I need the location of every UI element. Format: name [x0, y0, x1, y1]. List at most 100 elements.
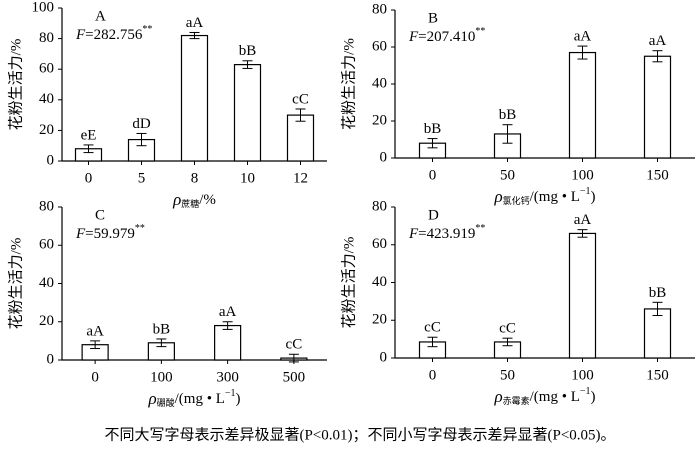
bar — [643, 308, 672, 359]
significance-label: bB — [153, 321, 171, 337]
bar — [214, 324, 242, 361]
stat-sup: ** — [142, 24, 152, 35]
x-label-sub: 氯化钙 — [503, 195, 530, 206]
x-label-symbol: ρ — [493, 187, 502, 206]
stat-value: =282.756 — [85, 27, 143, 43]
x-tick-label: 0 — [85, 170, 93, 186]
y-tick-label: 0 — [380, 149, 388, 165]
x-axis-label: ρ赤霉素/(mg • L−1) — [493, 386, 595, 406]
significance-label: cC — [424, 320, 441, 336]
y-tick-label: 80 — [39, 198, 54, 214]
x-label-symbol: ρ — [172, 190, 181, 209]
y-tick-label: 60 — [39, 61, 54, 77]
y-tick-label: 40 — [39, 91, 54, 107]
bar — [568, 51, 597, 159]
x-tick-label: 500 — [283, 369, 306, 385]
significance-label: eE — [81, 127, 97, 143]
significance-label: aA — [186, 15, 204, 31]
y-axis-label: 花粉生活力/% — [340, 38, 357, 130]
panel-label: D — [428, 207, 439, 223]
x-tick-label: 8 — [191, 170, 199, 186]
y-tick-label: 0 — [47, 351, 55, 367]
significance-label: aA — [574, 29, 592, 45]
bar — [568, 232, 597, 359]
y-tick-label: 0 — [47, 152, 55, 168]
y-tick-label: 80 — [372, 198, 387, 214]
significance-label: aA — [219, 304, 237, 320]
y-tick-label: 40 — [39, 275, 54, 291]
stat-symbol: F — [408, 226, 419, 242]
panel-label: B — [428, 10, 438, 26]
x-tick-label: 100 — [571, 367, 594, 383]
x-label-symbol: ρ — [147, 389, 156, 408]
x-tick-label: 150 — [646, 167, 669, 183]
bar — [180, 34, 209, 162]
x-axis-label: ρ氯化钙/(mg • L−1) — [493, 186, 595, 206]
y-tick-label: 40 — [372, 274, 387, 290]
panel-label: A — [95, 8, 106, 24]
x-axis-label: ρ蔗糖/% — [172, 190, 216, 209]
y-axis-label: 花粉生活力/% — [340, 237, 357, 329]
stat-value: =423.919 — [418, 226, 475, 242]
x-tick-label: 50 — [500, 167, 515, 183]
x-tick-label: 150 — [646, 367, 669, 383]
significance-label: aA — [649, 33, 667, 49]
x-label-end: ) — [591, 189, 596, 205]
bar — [233, 64, 262, 162]
y-tick-label: 80 — [39, 30, 54, 46]
significance-label: bB — [239, 43, 257, 59]
y-tick-label: 80 — [372, 1, 387, 17]
x-label-sub: 赤霉素 — [503, 395, 530, 406]
x-label-unit: /(mg • L — [530, 389, 580, 405]
stat-sup: ** — [475, 26, 485, 37]
x-label-symbol: ρ — [493, 387, 502, 406]
significance-label: cC — [499, 321, 516, 337]
y-tick-label: 20 — [39, 122, 54, 138]
y-tick-label: 60 — [372, 236, 387, 252]
x-tick-label: 10 — [240, 170, 255, 186]
x-tick-label: 5 — [138, 170, 146, 186]
x-tick-label: 0 — [429, 167, 437, 183]
stat: F=423.919** — [408, 223, 485, 242]
x-label-unit: /% — [199, 192, 216, 208]
x-tick-label: 12 — [293, 170, 308, 186]
significance-label: dD — [132, 116, 151, 132]
x-label-unit: /(mg • L — [175, 391, 225, 407]
x-label-sub: 蔗糖 — [181, 198, 199, 209]
x-label-sub: 硼酸 — [157, 398, 175, 408]
y-axis-label: 花粉生活力/% — [7, 238, 24, 330]
x-label-unit: /(mg • L — [530, 189, 580, 205]
y-tick-label: 20 — [372, 312, 387, 328]
stat-value: =59.979 — [85, 226, 135, 242]
stat: F=207.410** — [408, 26, 485, 45]
y-tick-label: 40 — [372, 75, 387, 91]
significance-label: cC — [292, 91, 309, 107]
x-tick-label: 100 — [150, 369, 173, 385]
y-tick-label: 60 — [372, 38, 387, 54]
y-tick-label: 0 — [380, 349, 388, 365]
caption: 不同大写字母表示差异极显著(P<0.01)；不同小写字母表示差异显著(P<0.0… — [104, 426, 615, 443]
x-tick-label: 300 — [216, 369, 239, 385]
stat-symbol: F — [75, 226, 86, 242]
stat: F=282.756** — [75, 24, 152, 43]
bar — [286, 114, 315, 162]
stat-sup: ** — [135, 223, 145, 234]
stat-value: =207.410 — [418, 29, 475, 45]
y-tick-label: 20 — [39, 313, 54, 329]
x-label-end: ) — [236, 391, 241, 407]
x-label-sup: −1 — [225, 388, 236, 399]
stat-sup: ** — [475, 223, 485, 234]
bar — [643, 55, 672, 159]
panel-label: C — [95, 207, 105, 223]
x-label-end: ) — [591, 389, 596, 405]
significance-label: bB — [649, 285, 667, 301]
x-tick-label: 0 — [429, 367, 437, 383]
stat-symbol: F — [75, 27, 86, 43]
significance-label: cC — [286, 337, 303, 353]
significance-label: bB — [424, 121, 442, 137]
y-axis-label: 花粉生活力/% — [7, 39, 24, 131]
significance-label: aA — [86, 323, 104, 339]
x-tick-label: 100 — [571, 167, 594, 183]
stat: F=59.979** — [75, 223, 145, 242]
